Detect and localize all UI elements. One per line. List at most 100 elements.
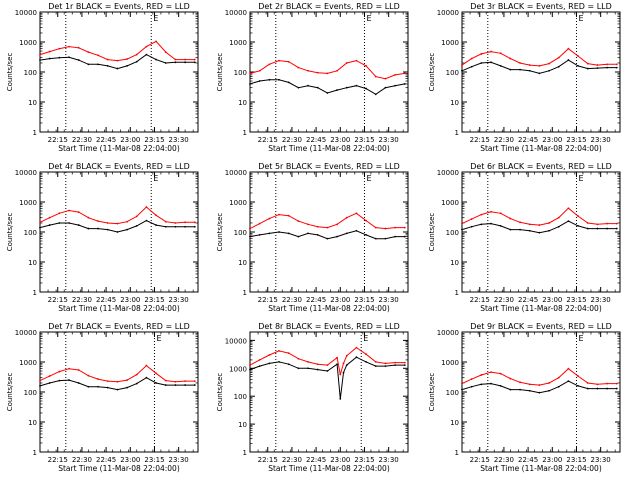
events-data-point: [135, 224, 138, 227]
y-axis-label: Counts/sec: [6, 213, 14, 252]
lld-data-point: [316, 225, 319, 228]
corner-mark: E: [578, 14, 583, 23]
x-tick-label: 23:30: [379, 456, 399, 464]
lld-data-point: [268, 63, 271, 66]
events-data-point: [184, 61, 187, 64]
events-data-point: [135, 60, 138, 63]
x-tick-label: 23:30: [169, 296, 189, 304]
lld-data-point: [480, 53, 483, 55]
events-data-point: [116, 388, 119, 391]
lld-data-point: [97, 378, 99, 380]
x-tick-label: 22:15: [470, 136, 490, 144]
lld-data-point: [278, 59, 280, 62]
lld-data-point: [365, 64, 367, 67]
detector-panel: Det 1r BLACK = Events, RED = LLD 1 10 100 10…: [6, 2, 199, 153]
lld-data-point: [287, 352, 290, 355]
lld-data-point: [307, 360, 309, 363]
lld-data-point: [48, 375, 51, 377]
events-data-point: [577, 64, 579, 67]
lld-data-point: [615, 382, 618, 385]
panel-title: Det 7r BLACK = Events, RED = LLD: [48, 322, 190, 331]
events-data-point: [278, 231, 280, 233]
events-data-point: [193, 384, 196, 386]
x-axis-label: Start Time (11-Mar-08 22:04:00): [58, 464, 180, 473]
lld-data-point: [77, 46, 80, 49]
x-axis-label: Start Time (11-Mar-08 22:04:00): [58, 144, 180, 153]
lld-data-point: [394, 74, 397, 76]
panel-title: Det 8r BLACK = Events, RED = LLD: [258, 322, 400, 331]
events-data-point: [519, 68, 521, 71]
events-series-line: [249, 356, 405, 399]
corner-mark: E: [153, 174, 158, 183]
events-data-point: [509, 68, 512, 71]
events-data-point: [155, 224, 157, 226]
lld-data-point: [336, 69, 338, 72]
events-data-point: [278, 360, 280, 363]
lld-data-point: [249, 364, 251, 367]
lld-data-point: [155, 372, 157, 375]
y-axis-label: Counts/sec: [6, 373, 14, 412]
events-data-point: [345, 232, 348, 235]
events-data-point: [606, 66, 609, 69]
y-tick-label: 1: [243, 449, 247, 457]
x-tick-label: 23:30: [379, 296, 399, 304]
x-tick-label: 22:45: [306, 456, 326, 464]
y-axis-label: Counts/sec: [428, 213, 436, 252]
x-tick-label: 23:15: [144, 136, 164, 144]
events-data-point: [606, 227, 609, 230]
events-data-point: [461, 69, 463, 72]
x-tick-label: 23:15: [566, 296, 586, 304]
events-data-point: [490, 382, 492, 385]
x-tick-label: 22:30: [72, 296, 92, 304]
lld-series-line: [249, 212, 405, 230]
lld-data-point: [68, 367, 70, 370]
lld-data-point: [470, 378, 473, 380]
events-data-point: [394, 84, 397, 87]
x-tick-label: 22:45: [96, 456, 116, 464]
events-data-point: [538, 231, 541, 234]
events-data-point: [461, 388, 463, 391]
panel-title: Det 3r BLACK = Events, RED = LLD: [470, 2, 612, 11]
detector-panel: Det 6r BLACK = Events, RED = LLD 1 10 100 10…: [428, 162, 621, 313]
lld-series-line: [461, 48, 617, 67]
y-tick-label: 1000: [19, 39, 37, 47]
plot-frame: [461, 11, 621, 133]
x-tick-label: 22:15: [258, 136, 278, 144]
events-data-point: [145, 53, 148, 56]
lld-data-point: [135, 215, 138, 218]
lld-data-point: [461, 222, 463, 225]
events-data-point: [316, 86, 319, 89]
lld-data-point: [606, 382, 609, 385]
lld-data-point: [184, 380, 187, 383]
events-data-point: [606, 387, 609, 390]
x-tick-label: 23:15: [354, 136, 374, 144]
events-data-point: [193, 225, 196, 228]
lld-data-point: [519, 62, 521, 64]
lld-data-point: [470, 57, 473, 60]
events-data-point: [519, 388, 521, 391]
lld-data-point: [345, 62, 348, 64]
events-data-point: [355, 84, 358, 87]
events-data-point: [297, 235, 300, 238]
x-tick-label: 22:45: [518, 136, 538, 144]
x-tick-label: 22:45: [518, 456, 538, 464]
x-tick-label: 22:30: [72, 136, 92, 144]
lld-data-point: [355, 212, 358, 215]
events-series-line: [461, 380, 617, 394]
lld-data-point: [135, 53, 138, 56]
events-data-point: [384, 365, 387, 367]
events-data-point: [557, 225, 560, 228]
events-data-point: [287, 81, 290, 84]
events-data-point: [258, 365, 261, 367]
lld-series-line: [461, 368, 617, 386]
y-tick-label: 1000: [19, 199, 37, 207]
x-tick-label: 23:00: [542, 136, 562, 144]
corner-mark: E: [366, 174, 371, 183]
events-data-point: [538, 391, 541, 394]
x-tick-label: 22:15: [48, 136, 68, 144]
events-series-line: [249, 230, 405, 240]
y-tick-label: 1000: [229, 365, 247, 373]
lld-data-point: [164, 51, 167, 54]
lld-data-point: [297, 357, 300, 360]
x-tick-label: 22:15: [470, 296, 490, 304]
